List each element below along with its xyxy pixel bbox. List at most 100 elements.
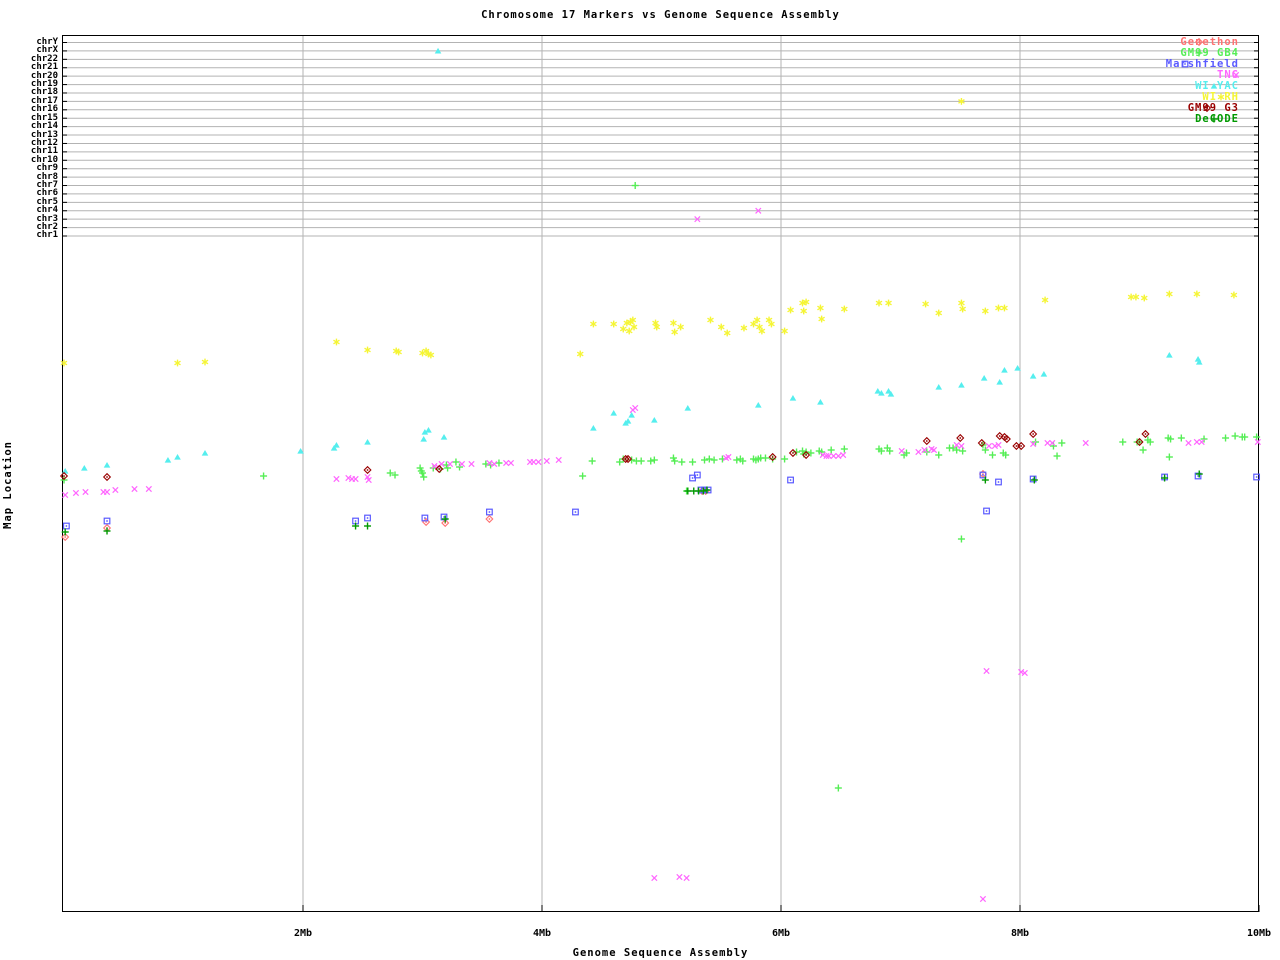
data-point <box>619 325 627 333</box>
data-point <box>440 434 448 440</box>
data-point <box>435 464 444 474</box>
series-gm99-g3 <box>59 429 1150 482</box>
data-point <box>887 391 895 397</box>
data-point <box>420 436 427 442</box>
data-point <box>1044 439 1051 447</box>
data-point <box>1018 668 1025 676</box>
data-point <box>491 460 498 468</box>
data-point <box>391 471 399 479</box>
data-point <box>935 309 943 317</box>
data-point <box>651 417 658 423</box>
data-point <box>652 319 659 327</box>
data-point <box>164 457 172 463</box>
legend-label: TNG <box>1217 69 1239 81</box>
data-point <box>802 450 811 460</box>
data-point <box>427 351 435 359</box>
series-wi-yac <box>61 47 1203 474</box>
legend-item-wi-yac: WI YAC <box>1195 80 1239 92</box>
legend-label: GM99 G3 <box>1187 102 1239 114</box>
data-point <box>989 451 997 459</box>
data-point <box>1041 296 1049 304</box>
series-marshfield <box>62 471 1261 530</box>
data-point <box>62 522 70 530</box>
chart-title: Chromosome 17 Markers vs Genome Sequence… <box>481 9 840 21</box>
data-point <box>1194 472 1202 480</box>
data-point <box>1082 439 1089 447</box>
data-point <box>72 489 80 497</box>
legend-marker-icon <box>1181 60 1189 68</box>
data-point <box>979 895 987 903</box>
data-point <box>1194 356 1202 362</box>
y-tick-label-chr3: chr3 <box>36 213 58 224</box>
data-point <box>825 452 832 460</box>
data-point <box>81 465 88 471</box>
data-point <box>995 441 1002 449</box>
data-point <box>103 462 111 468</box>
data-point <box>61 468 69 474</box>
data-point <box>707 316 714 324</box>
x-tick-label-8Mb: 8Mb <box>1010 928 1030 939</box>
data-point <box>981 476 989 484</box>
data-point <box>1253 433 1261 441</box>
data-point <box>610 410 617 416</box>
data-point <box>958 442 965 450</box>
data-point <box>647 457 655 465</box>
data-point <box>446 460 454 468</box>
data-point <box>671 328 679 336</box>
data-point <box>1001 304 1008 312</box>
data-point <box>1021 669 1028 677</box>
data-point <box>935 451 943 459</box>
data-point <box>683 874 690 882</box>
data-point <box>1053 452 1061 460</box>
y-tick-label-chr21: chr21 <box>30 62 58 73</box>
data-point <box>590 425 597 431</box>
data-point <box>898 447 905 455</box>
data-point <box>630 323 638 331</box>
data-point <box>503 459 510 467</box>
data-point <box>61 532 70 542</box>
data-point <box>761 454 769 462</box>
data-point <box>364 522 372 530</box>
data-point <box>579 472 587 480</box>
data-point <box>297 448 304 454</box>
data-point <box>689 458 697 466</box>
data-point <box>650 456 658 464</box>
data-point <box>958 299 965 307</box>
y-tick-label-chr19: chr19 <box>30 79 58 90</box>
data-point <box>980 375 988 381</box>
data-point <box>705 455 713 463</box>
data-point <box>1029 373 1037 379</box>
data-point <box>677 323 684 331</box>
data-point <box>840 451 847 459</box>
data-point <box>1185 439 1192 447</box>
legend-glyph <box>1232 71 1240 79</box>
data-point <box>740 324 748 332</box>
data-point <box>1140 294 1148 302</box>
data-point <box>781 327 788 335</box>
data-point <box>983 507 990 515</box>
data-point <box>588 457 596 465</box>
legend-glyph <box>1210 83 1218 89</box>
data-point <box>802 298 810 306</box>
data-point <box>1193 290 1201 298</box>
data-point <box>922 436 931 446</box>
data-point <box>1167 435 1175 443</box>
data-point <box>61 528 69 536</box>
data-point <box>885 299 892 307</box>
data-point <box>352 522 360 530</box>
data-point <box>345 474 352 482</box>
data-point <box>1014 365 1021 371</box>
data-point <box>1166 290 1173 298</box>
data-point <box>1141 429 1150 439</box>
data-point <box>885 388 892 394</box>
data-point <box>441 515 449 523</box>
data-point <box>671 457 679 465</box>
data-point <box>827 446 835 454</box>
data-point <box>651 874 658 882</box>
data-point <box>817 399 824 405</box>
y-tick-label-chr5: chr5 <box>36 196 58 207</box>
data-point <box>670 319 677 327</box>
data-point <box>1012 441 1021 451</box>
data-point <box>364 439 371 445</box>
data-point <box>840 305 848 313</box>
